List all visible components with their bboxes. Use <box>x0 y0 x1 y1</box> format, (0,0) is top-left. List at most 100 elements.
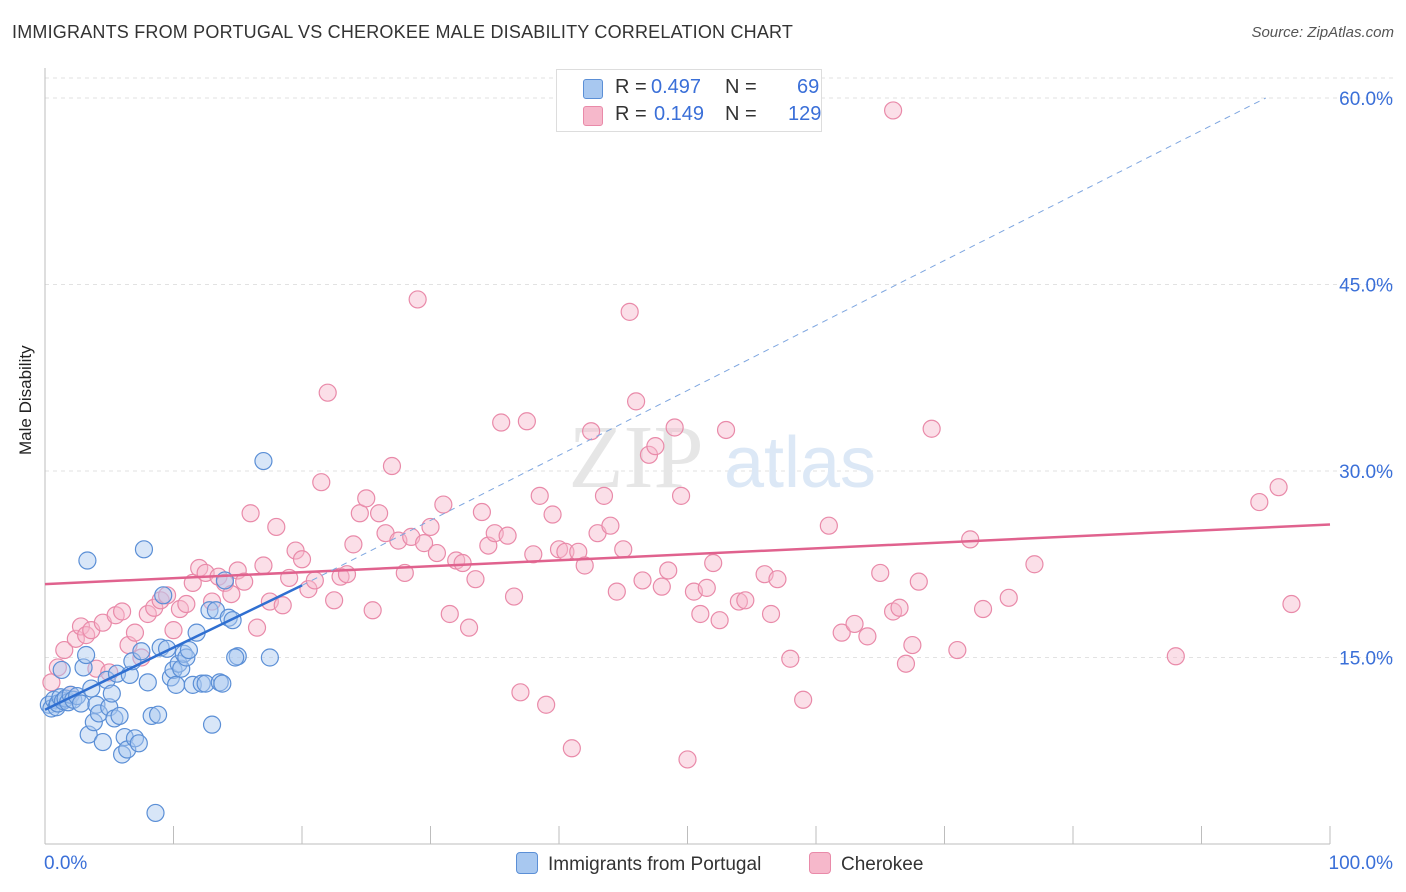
cherokee-point <box>691 604 710 624</box>
cherokee-point <box>659 561 678 580</box>
cherokee-point <box>614 540 633 559</box>
cherokee-point <box>157 586 177 605</box>
cherokee-point <box>607 582 626 601</box>
cherokee-point <box>1250 492 1269 512</box>
cherokee-point <box>761 604 781 624</box>
portugal-point <box>134 540 154 559</box>
cherokee-point <box>671 486 691 505</box>
cherokee-point <box>601 516 620 535</box>
cherokee-point <box>305 571 324 590</box>
portugal-trend-line <box>44 584 303 711</box>
cherokee-point <box>633 571 652 590</box>
cherokee-point <box>363 601 382 620</box>
bottom-legend-label-portugal: Immigrants from Portugal <box>548 854 762 875</box>
cherokee-point <box>434 495 453 514</box>
cherokee-point <box>492 413 511 432</box>
cherokee-point <box>1166 647 1185 666</box>
portugal-point <box>84 713 103 732</box>
cherokee-point <box>55 640 74 660</box>
cherokee-point <box>710 611 729 630</box>
cherokee-point <box>909 572 928 591</box>
cherokee-point <box>357 489 376 508</box>
cherokee-point <box>344 535 363 554</box>
cherokee-point <box>537 695 556 714</box>
portugal-point <box>166 675 186 694</box>
y-tick-label: 60.0% <box>1339 89 1393 110</box>
y-tick-label: 30.0% <box>1339 462 1393 483</box>
bottom-legend-swatch-cherokee <box>809 852 831 874</box>
cherokee-point <box>498 526 517 545</box>
portugal-point <box>254 451 273 471</box>
portugal-point <box>129 734 148 753</box>
source-label: Source: ZipAtlas.com <box>1251 24 1394 41</box>
cherokee-point <box>517 412 536 431</box>
cherokee-point <box>871 563 890 583</box>
cherokee-point <box>427 543 447 563</box>
cherokee-point <box>832 623 851 642</box>
portugal-trend-extension <box>301 97 1266 586</box>
portugal-point <box>78 551 97 570</box>
legend-r-label: R = <box>615 103 647 125</box>
cherokee-point <box>594 486 614 505</box>
cherokee-point <box>292 550 312 569</box>
cherokee-point <box>414 534 434 553</box>
legend-r-label: R = <box>615 76 647 98</box>
cherokee-point <box>112 602 132 621</box>
portugal-point <box>142 706 161 726</box>
watermark-zip: ZIP <box>569 408 704 507</box>
cherokee-point <box>408 290 427 309</box>
cherokee-point <box>504 587 524 606</box>
cherokee-point <box>890 598 909 617</box>
cherokee-point <box>530 486 549 505</box>
cherokee-point <box>716 420 736 440</box>
cherokee-point <box>370 504 389 523</box>
portugal-point <box>260 648 279 667</box>
x-tick-label: 0.0% <box>44 853 87 874</box>
cherokee-point <box>678 750 697 769</box>
bottom-legend-cherokee: Cherokee <box>809 852 923 876</box>
cherokee-point <box>543 505 562 524</box>
cherokee-point <box>973 599 993 619</box>
portugal-point <box>192 674 211 693</box>
cherokee-point <box>421 517 440 537</box>
portugal-point <box>93 732 112 752</box>
cherokee-point <box>794 690 813 709</box>
cherokee-point <box>145 598 164 617</box>
cherokee-point <box>736 591 755 610</box>
cherokee-point <box>1282 594 1301 614</box>
cherokee-point <box>903 635 922 655</box>
cherokee-point <box>382 456 402 476</box>
cherokee-point <box>267 517 286 537</box>
cherokee-point <box>453 553 472 573</box>
bottom-legend-label-cherokee: Cherokee <box>841 854 924 875</box>
portugal-point <box>202 715 222 734</box>
x-tick-label: 100.0% <box>1329 853 1394 874</box>
cherokee-point <box>440 604 459 624</box>
portugal-point <box>77 645 96 665</box>
portugal-point <box>200 601 219 620</box>
cherokee-point <box>318 383 337 402</box>
cherokee-point <box>511 683 530 702</box>
bottom-legend-portugal: Immigrants from Portugal <box>516 852 761 876</box>
cherokee-point <box>125 623 145 642</box>
portugal-point <box>110 706 129 726</box>
cherokee-point <box>999 588 1018 607</box>
cherokee-point <box>582 422 601 441</box>
cherokee-point <box>247 618 267 637</box>
cherokee-point <box>665 418 684 437</box>
watermark-atlas: atlas <box>724 423 876 503</box>
watermark: ZIP atlas <box>569 408 877 507</box>
cherokee-point <box>948 640 967 660</box>
portugal-point <box>71 694 91 713</box>
cherokee-point <box>620 302 639 321</box>
legend-n-value: 129 <box>788 103 822 125</box>
cherokee-point <box>652 577 671 596</box>
cherokee-point <box>235 572 254 591</box>
portugal-point <box>102 684 121 703</box>
cherokee-point <box>845 614 864 634</box>
cherokee-point <box>524 545 543 564</box>
legend-swatch-portugal <box>583 79 603 99</box>
cherokee-point <box>177 594 196 614</box>
portugal-point <box>179 640 199 660</box>
portugal-point <box>52 660 71 680</box>
